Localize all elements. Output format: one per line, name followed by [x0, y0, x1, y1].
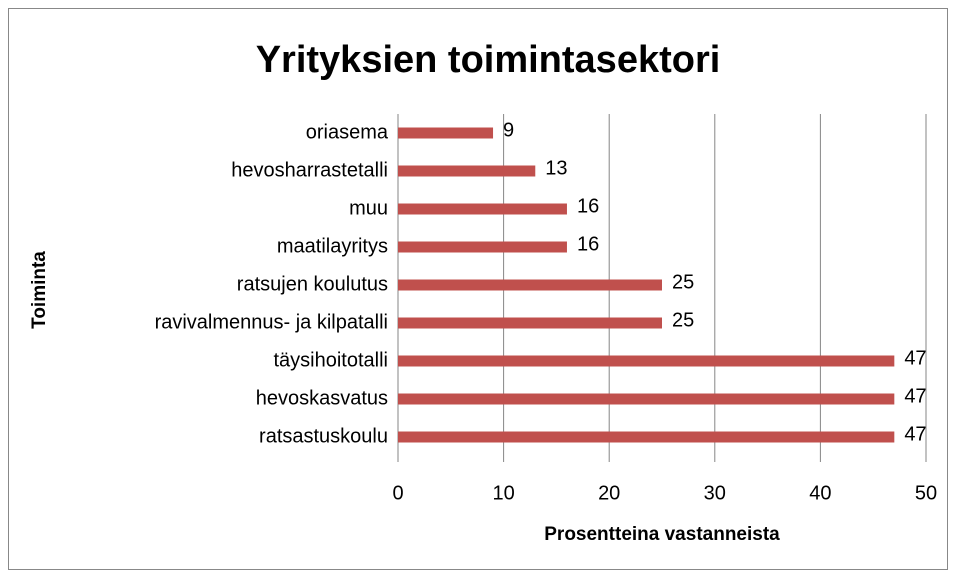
data-label: 16	[577, 233, 599, 255]
chart-title: Yrityksien toimintasektori	[256, 39, 721, 81]
y-tick-label: ratsastuskoulu	[259, 425, 388, 447]
y-tick-label: oriasema	[306, 121, 389, 143]
data-label: 25	[672, 309, 694, 331]
bar	[398, 279, 662, 291]
x-tick-label: 50	[915, 482, 937, 504]
x-tick-label: 10	[492, 482, 514, 504]
bar	[398, 203, 567, 215]
bar	[398, 355, 895, 367]
y-tick-label: täysihoitotalli	[273, 349, 388, 371]
x-tick-label: 40	[809, 482, 831, 504]
x-axis-label: Prosentteina vastanneista	[544, 524, 780, 545]
bar	[398, 317, 662, 329]
bar	[398, 165, 536, 177]
x-tick-label: 0	[392, 482, 403, 504]
y-tick-label: muu	[349, 197, 388, 219]
x-tick-label: 20	[598, 482, 620, 504]
bar	[398, 431, 895, 443]
bar	[398, 393, 895, 405]
y-tick-label: ratsujen koulutus	[237, 273, 388, 295]
x-tick-label: 30	[704, 482, 726, 504]
data-label: 13	[545, 157, 567, 179]
y-tick-label: hevosharrastetalli	[231, 159, 388, 181]
data-label: 47	[904, 385, 926, 407]
bar	[398, 241, 567, 253]
bar	[398, 127, 494, 139]
y-tick-label: hevoskasvatus	[256, 387, 388, 409]
data-label: 47	[904, 423, 926, 445]
data-label: 9	[503, 119, 514, 141]
y-tick-label: ravivalmennus- ja kilpatalli	[155, 311, 388, 333]
data-label: 16	[577, 195, 599, 217]
y-tick-label: maatilayritys	[277, 235, 388, 257]
y-axis-label: Toiminta	[29, 251, 50, 329]
data-label: 47	[904, 347, 926, 369]
data-label: 25	[672, 271, 694, 293]
